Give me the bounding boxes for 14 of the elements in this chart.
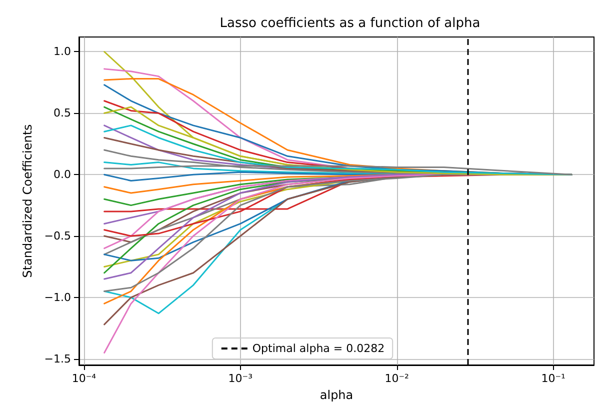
chart-title: Lasso coefficients as a function of alpha [220, 16, 480, 31]
y-tick-label: 1.0 [54, 45, 71, 58]
ref-line-label: Optimal alpha = 0.0282 [252, 342, 385, 355]
x-tick-label: 10⁻² [384, 372, 409, 385]
y-tick-label: 0.0 [54, 168, 71, 182]
y-tick-label: −0.5 [44, 230, 71, 243]
x-tick-label: 10⁻¹ [541, 372, 566, 385]
x-tick-label: 10⁻⁴ [72, 372, 97, 385]
y-tick-label: 0.5 [54, 106, 71, 120]
y-tick-label: −1.5 [44, 352, 71, 366]
x-axis-title: alpha [320, 388, 354, 402]
y-axis-title: Standardized Coefficients [20, 124, 34, 278]
x-tick-label: 10⁻³ [228, 372, 252, 385]
y-tick-label: −1.0 [44, 290, 71, 304]
